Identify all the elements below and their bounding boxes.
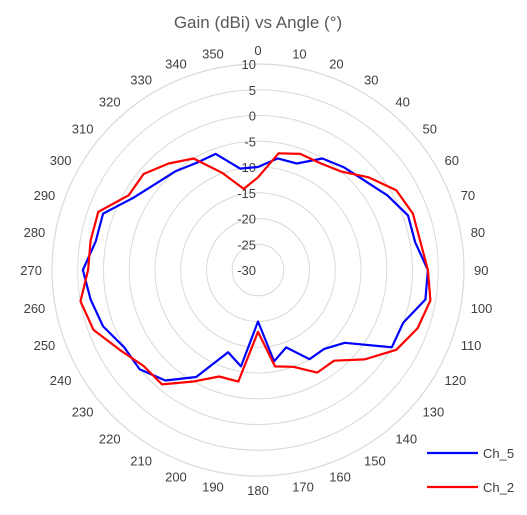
- grid-ring: [206, 218, 310, 322]
- angle-tick-label: 60: [445, 153, 459, 168]
- angle-tick-label: 40: [395, 95, 409, 110]
- angle-tick-label: 260: [24, 301, 46, 316]
- legend: Ch_5 Ch_2: [427, 446, 514, 495]
- angle-tick-label: 70: [461, 188, 475, 203]
- angle-tick-label: 350: [202, 46, 224, 61]
- angle-tick-label: 250: [34, 338, 56, 353]
- angle-tick-label: 170: [292, 480, 314, 495]
- angle-tick-label: 140: [395, 432, 417, 447]
- legend-label: Ch_5: [483, 446, 514, 461]
- angle-tick-label: 320: [99, 95, 121, 110]
- angle-tick-label: 120: [445, 373, 467, 388]
- angle-tick-label: 230: [72, 404, 94, 419]
- angle-tick-label: 50: [423, 122, 437, 137]
- radial-tick-label: 0: [249, 109, 256, 124]
- radial-tick-label: -25: [237, 237, 256, 252]
- angle-tick-label: 270: [20, 263, 42, 278]
- angle-tick-labels: 0 102030405060708090100110120130140150160…: [20, 43, 492, 498]
- angle-tick-label: 280: [24, 225, 46, 240]
- angle-tick-label: 110: [461, 338, 482, 353]
- angle-tick-label: 200: [165, 470, 187, 485]
- radial-tick-label: -30: [237, 263, 256, 278]
- grid-ring: [103, 115, 413, 425]
- series-line-ch-2: [79, 152, 432, 386]
- angle-tick-label: 310: [72, 122, 94, 137]
- angle-tick-label: 100: [471, 301, 493, 316]
- angle-tick-label: 210: [130, 454, 152, 469]
- grid-ring: [180, 192, 336, 348]
- series-line-ch-5: [81, 152, 429, 382]
- radar-grid: [51, 63, 465, 477]
- angle-tick-label: 190: [202, 480, 224, 495]
- grid-ring: [128, 140, 388, 400]
- angle-tick-label: 330: [130, 73, 152, 88]
- angle-tick-label: 240: [50, 373, 72, 388]
- grid-ring: [154, 166, 362, 374]
- angle-tick-label: 80: [471, 225, 485, 240]
- radial-tick-label: -5: [244, 134, 256, 149]
- angle-tick-label: 290: [34, 188, 56, 203]
- angle-tick-label: 30: [364, 73, 378, 88]
- radial-tick-label: -15: [237, 186, 256, 201]
- grid-ring: [51, 63, 465, 477]
- angle-tick-label: 150: [364, 454, 386, 469]
- angle-tick-label: 180: [247, 483, 269, 498]
- angle-tick-label: 10: [292, 46, 306, 61]
- radial-tick-label: -20: [237, 212, 256, 227]
- radial-tick-label: 10: [242, 57, 256, 72]
- angle-tick-label: 20: [329, 56, 343, 71]
- grid-ring: [77, 89, 439, 451]
- angle-tick-label: 220: [99, 432, 121, 447]
- angle-tick-label: 0: [254, 43, 261, 58]
- angle-tick-label: 130: [423, 404, 445, 419]
- angle-tick-label: 160: [329, 470, 351, 485]
- radial-tick-label: 5: [249, 83, 256, 98]
- legend-label: Ch_2: [483, 480, 514, 495]
- chart-title: Gain (dBi) vs Angle (°): [174, 13, 342, 32]
- angle-tick-label: 340: [165, 56, 187, 71]
- series-layer: [79, 152, 432, 386]
- angle-tick-label: 90: [474, 263, 488, 278]
- grid-ring: [231, 243, 285, 297]
- angle-tick-label: 300: [50, 153, 72, 168]
